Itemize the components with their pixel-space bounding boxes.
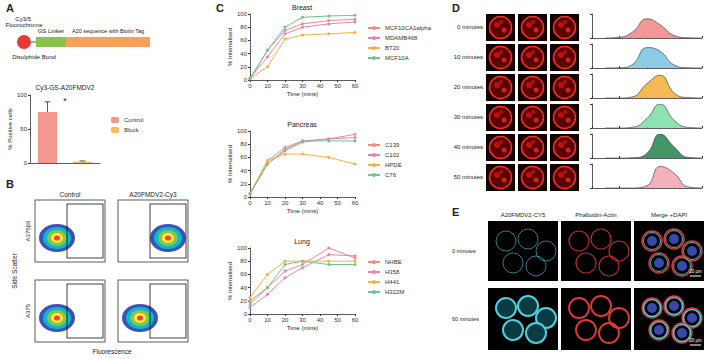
svg-text:Block: Block xyxy=(124,127,140,133)
svg-text:0: 0 xyxy=(248,83,252,89)
svg-text:A20FMDV2-CY5: A20FMDV2-CY5 xyxy=(501,212,546,218)
svg-text:30 minutes: 30 minutes xyxy=(454,114,483,120)
svg-text:A: A xyxy=(6,2,14,14)
svg-text:Pancreas: Pancreas xyxy=(287,121,317,128)
svg-text:50: 50 xyxy=(334,200,341,206)
svg-text:D: D xyxy=(452,2,460,14)
svg-text:40: 40 xyxy=(240,51,247,57)
svg-text:0: 0 xyxy=(244,77,248,83)
svg-text:H441: H441 xyxy=(385,279,400,285)
svg-text:20: 20 xyxy=(240,181,247,187)
svg-text:40: 40 xyxy=(317,317,324,323)
svg-text:Control: Control xyxy=(60,191,82,198)
svg-text:Disulphide Bond: Disulphide Bond xyxy=(12,54,56,60)
svg-text:30: 30 xyxy=(299,200,306,206)
svg-text:% Internalised: % Internalised xyxy=(227,145,233,183)
svg-text:100: 100 xyxy=(237,11,248,17)
svg-text:10: 10 xyxy=(264,317,271,323)
svg-text:Phalloidin-Actin: Phalloidin-Actin xyxy=(575,212,616,218)
svg-text:10: 10 xyxy=(264,200,271,206)
svg-text:100: 100 xyxy=(237,245,248,251)
svg-text:*: * xyxy=(63,96,67,106)
svg-text:A375β6: A375β6 xyxy=(25,220,31,241)
svg-text:MCF10CA1alpha: MCF10CA1alpha xyxy=(385,25,432,31)
svg-text:60 minutes: 60 minutes xyxy=(452,316,479,322)
svg-text:0: 0 xyxy=(248,317,252,323)
svg-text:A20FMDV2-Cy3: A20FMDV2-Cy3 xyxy=(129,191,177,199)
svg-text:50 minutes: 50 minutes xyxy=(454,174,483,180)
svg-text:C: C xyxy=(216,2,224,14)
svg-text:20: 20 xyxy=(282,83,289,89)
svg-text:50: 50 xyxy=(20,126,27,132)
svg-text:Time (mins): Time (mins) xyxy=(287,325,318,331)
svg-text:60: 60 xyxy=(240,37,247,43)
svg-text:40 minutes: 40 minutes xyxy=(454,144,483,150)
svg-text:80: 80 xyxy=(240,24,247,30)
svg-text:30: 30 xyxy=(299,83,306,89)
svg-text:20: 20 xyxy=(240,64,247,70)
svg-text:20 µm: 20 µm xyxy=(689,338,702,343)
svg-text:HPDE: HPDE xyxy=(385,162,402,168)
svg-text:20: 20 xyxy=(240,298,247,304)
svg-text:10 minutes: 10 minutes xyxy=(454,54,483,60)
svg-text:40: 40 xyxy=(240,285,247,291)
svg-text:40: 40 xyxy=(317,83,324,89)
svg-text:Time (mins): Time (mins) xyxy=(287,91,318,97)
svg-text:80: 80 xyxy=(240,141,247,147)
svg-text:A375: A375 xyxy=(25,303,31,318)
svg-text:30: 30 xyxy=(299,317,306,323)
svg-text:E: E xyxy=(452,206,459,218)
svg-text:0: 0 xyxy=(244,311,248,317)
svg-text:C76: C76 xyxy=(385,172,397,178)
svg-text:40: 40 xyxy=(240,168,247,174)
svg-text:MCF10A: MCF10A xyxy=(385,55,409,61)
svg-text:20: 20 xyxy=(282,200,289,206)
svg-text:% Positive cells: % Positive cells xyxy=(7,108,13,150)
svg-text:0: 0 xyxy=(244,194,248,200)
svg-text:100: 100 xyxy=(17,92,28,98)
svg-text:% Internalised: % Internalised xyxy=(227,28,233,66)
svg-text:A20 sequence with Biotin Tag: A20 sequence with Biotin Tag xyxy=(72,28,144,34)
svg-text:Lung: Lung xyxy=(294,238,310,246)
svg-text:Control: Control xyxy=(124,117,143,123)
svg-text:C139: C139 xyxy=(385,142,400,148)
svg-text:Breast: Breast xyxy=(292,4,312,11)
svg-text:Cy3-GS-A20FMDV2: Cy3-GS-A20FMDV2 xyxy=(36,84,95,92)
svg-text:H322M: H322M xyxy=(385,289,404,295)
svg-text:C102: C102 xyxy=(385,152,400,158)
svg-text:0: 0 xyxy=(24,160,28,166)
svg-text:Time (mins): Time (mins) xyxy=(287,208,318,214)
svg-text:NHBE: NHBE xyxy=(385,259,402,265)
svg-text:60: 60 xyxy=(352,317,359,323)
svg-text:10: 10 xyxy=(264,83,271,89)
svg-text:H358: H358 xyxy=(385,269,400,275)
svg-text:GS Linker: GS Linker xyxy=(38,28,65,34)
svg-text:0 minutes: 0 minutes xyxy=(457,24,483,30)
svg-text:MDAMB468: MDAMB468 xyxy=(385,35,418,41)
svg-text:50: 50 xyxy=(334,83,341,89)
svg-text:40: 40 xyxy=(317,200,324,206)
svg-text:Merge +DAPI: Merge +DAPI xyxy=(651,212,688,218)
svg-text:100: 100 xyxy=(237,128,248,134)
svg-text:% Internalised: % Internalised xyxy=(227,262,233,300)
svg-text:Fluorescence: Fluorescence xyxy=(92,348,131,355)
svg-text:20 minutes: 20 minutes xyxy=(454,84,483,90)
svg-text:B: B xyxy=(6,178,14,190)
svg-text:60: 60 xyxy=(352,83,359,89)
svg-text:Fluorochrome: Fluorochrome xyxy=(5,22,43,28)
svg-text:Side Scatter: Side Scatter xyxy=(11,252,18,288)
svg-text:0 minutes: 0 minutes xyxy=(452,248,476,254)
svg-text:60: 60 xyxy=(240,271,247,277)
svg-text:60: 60 xyxy=(352,200,359,206)
svg-text:BT20: BT20 xyxy=(385,45,400,51)
svg-text:20: 20 xyxy=(282,317,289,323)
svg-text:60: 60 xyxy=(240,154,247,160)
svg-text:20 µm: 20 µm xyxy=(689,269,702,274)
svg-text:50: 50 xyxy=(334,317,341,323)
svg-text:Cy3/5: Cy3/5 xyxy=(15,16,33,22)
svg-text:80: 80 xyxy=(240,258,247,264)
svg-text:0: 0 xyxy=(248,200,252,206)
